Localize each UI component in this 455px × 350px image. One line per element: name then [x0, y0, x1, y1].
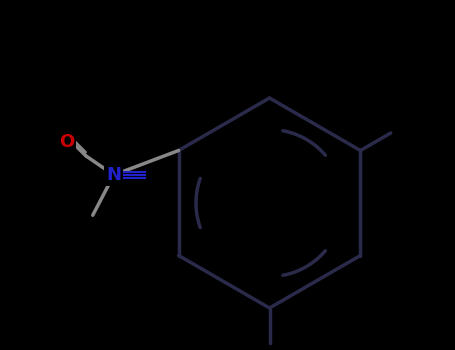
Text: O: O [59, 133, 74, 151]
Text: N: N [106, 166, 121, 184]
